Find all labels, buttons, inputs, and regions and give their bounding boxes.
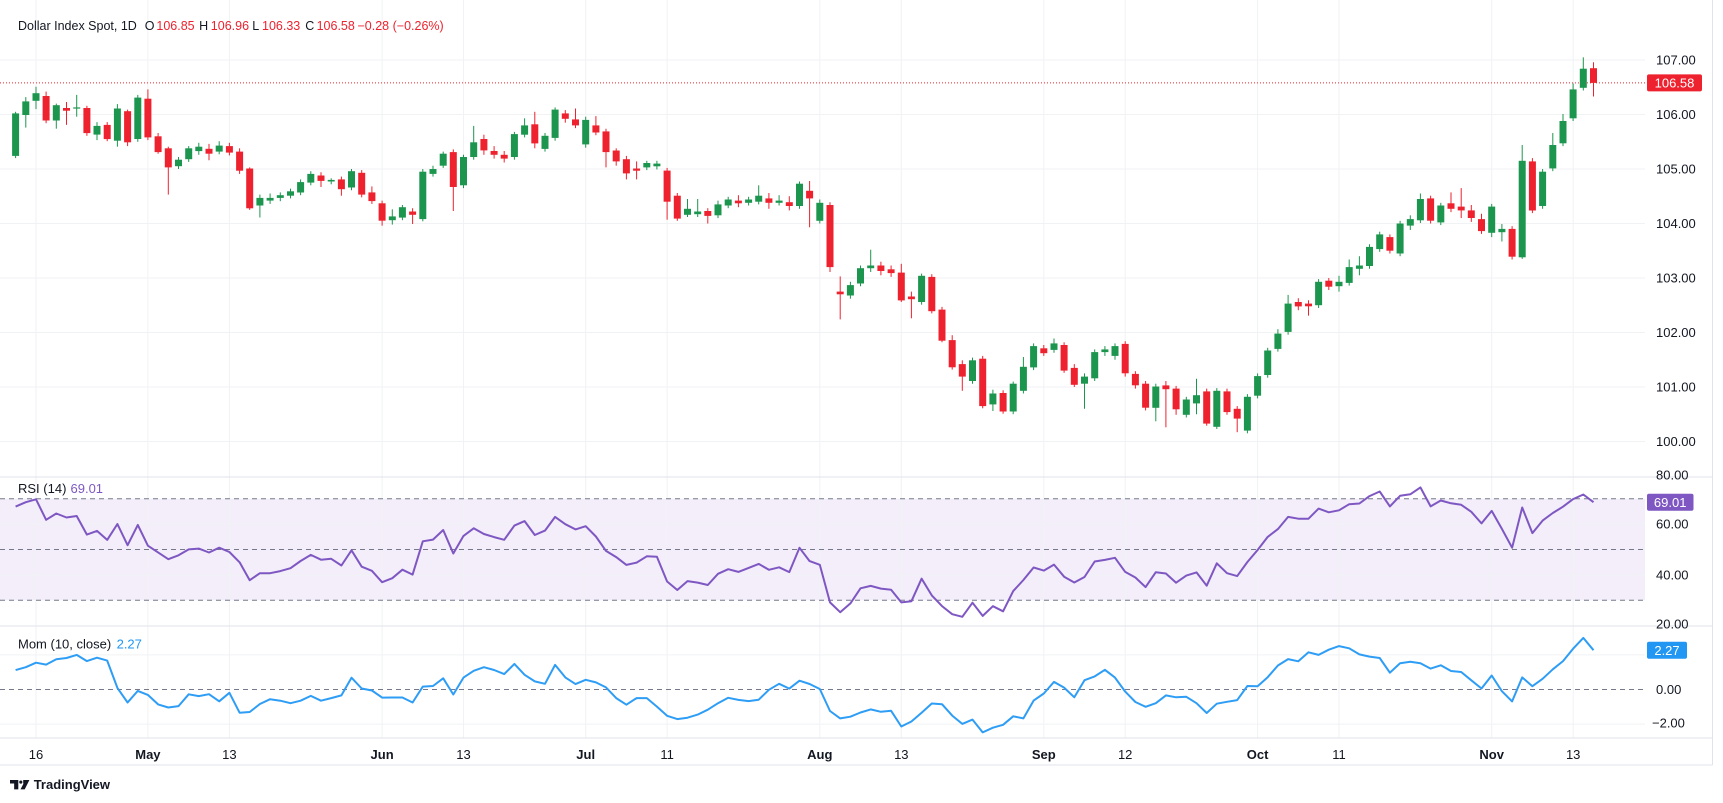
svg-text:69.01: 69.01 xyxy=(1654,495,1687,510)
svg-text:106.00: 106.00 xyxy=(1656,107,1696,122)
svg-text:L: L xyxy=(252,19,259,33)
svg-text:106.85: 106.85 xyxy=(156,19,194,33)
svg-text:RSI (14): RSI (14) xyxy=(18,481,66,496)
svg-text:Nov: Nov xyxy=(1479,747,1504,762)
svg-text:103.00: 103.00 xyxy=(1656,271,1696,286)
svg-text:11: 11 xyxy=(660,747,674,762)
svg-text:105.00: 105.00 xyxy=(1656,162,1696,177)
svg-text:106.58: 106.58 xyxy=(317,19,355,33)
svg-text:13: 13 xyxy=(1566,747,1580,762)
svg-text:Oct: Oct xyxy=(1247,747,1269,762)
svg-text:13: 13 xyxy=(222,747,236,762)
svg-text:40.00: 40.00 xyxy=(1656,568,1689,583)
svg-text:Jul: Jul xyxy=(576,747,595,762)
svg-text:Sep: Sep xyxy=(1032,747,1056,762)
svg-text:106.58: 106.58 xyxy=(1655,76,1695,91)
svg-text:12: 12 xyxy=(1118,747,1132,762)
svg-text:−0.28 (−0.26%): −0.28 (−0.26%) xyxy=(358,19,444,33)
svg-text:H: H xyxy=(199,19,208,33)
svg-text:−2.00: −2.00 xyxy=(1652,716,1685,731)
svg-text:2.27: 2.27 xyxy=(117,637,142,652)
svg-text:TradingView: TradingView xyxy=(34,777,111,792)
svg-text:104.00: 104.00 xyxy=(1656,216,1696,231)
svg-text:60.00: 60.00 xyxy=(1656,517,1689,532)
svg-text:C: C xyxy=(305,19,314,33)
svg-text:May: May xyxy=(135,747,161,762)
svg-text:16: 16 xyxy=(29,747,43,762)
svg-text:106.96: 106.96 xyxy=(211,19,249,33)
svg-text:0.00: 0.00 xyxy=(1656,682,1681,697)
svg-text:2.27: 2.27 xyxy=(1654,643,1679,658)
svg-text:Dollar Index Spot, 1D: Dollar Index Spot, 1D xyxy=(18,19,137,33)
svg-text:Aug: Aug xyxy=(807,747,832,762)
svg-text:Jun: Jun xyxy=(371,747,394,762)
svg-text:102.00: 102.00 xyxy=(1656,325,1696,340)
svg-text:O: O xyxy=(145,19,155,33)
svg-text:107.00: 107.00 xyxy=(1656,53,1696,68)
svg-text:106.33: 106.33 xyxy=(262,19,300,33)
svg-text:13: 13 xyxy=(894,747,908,762)
svg-text:100.00: 100.00 xyxy=(1656,434,1696,449)
svg-text:20.00: 20.00 xyxy=(1656,617,1689,632)
svg-text:69.01: 69.01 xyxy=(71,481,104,496)
svg-text:Mom (10, close): Mom (10, close) xyxy=(18,637,111,652)
svg-text:11: 11 xyxy=(1332,747,1346,762)
svg-text:101.00: 101.00 xyxy=(1656,380,1696,395)
svg-text:13: 13 xyxy=(456,747,470,762)
svg-text:80.00: 80.00 xyxy=(1656,468,1689,483)
